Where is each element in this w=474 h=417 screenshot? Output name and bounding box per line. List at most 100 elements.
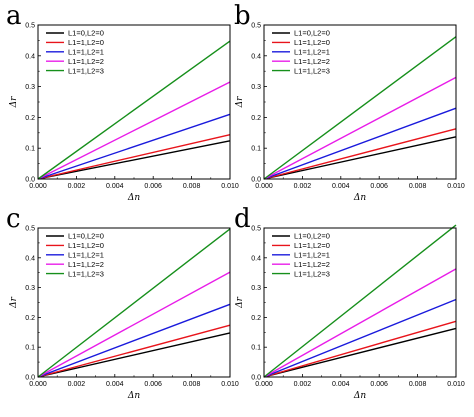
legend-entry: L1=0,L2=0 — [68, 29, 104, 38]
series-line-L1=1,L2=0 — [263, 128, 457, 180]
series-line-L1=1,L2=1 — [37, 113, 231, 180]
y-tick-label: 0.0 — [25, 177, 35, 184]
legend-entry: L1=1,L2=3 — [294, 66, 330, 75]
y-tick-label: 0.2 — [251, 315, 261, 322]
x-tick-label: 0.000 — [29, 183, 47, 190]
x-axis-label: Δn — [127, 391, 140, 401]
series-line-L1=1,L2=3 — [263, 36, 457, 180]
series-line-L1=1,L2=2 — [37, 81, 231, 180]
series-line-L1=1,L2=3 — [37, 228, 231, 378]
panel-letter: d — [234, 204, 251, 234]
y-tick-label: 0.3 — [251, 285, 261, 292]
y-tick-label: 0.0 — [251, 177, 261, 184]
legend-entry: L1=1,L2=3 — [68, 66, 104, 75]
legend-entry: L1=0,L2=0 — [294, 232, 330, 241]
x-tick-label: 0.006 — [144, 381, 162, 388]
plot-frame — [37, 24, 231, 180]
y-tick-label: 0.5 — [25, 23, 35, 30]
y-axis-label: Δr — [235, 296, 245, 308]
series-line-L1=0,L2=0 — [263, 136, 457, 180]
legend-entry: L1=1,L2=2 — [294, 260, 330, 269]
series-line-L1=0,L2=0 — [37, 332, 231, 378]
x-tick-label: 0.002 — [294, 183, 312, 190]
panel-letter: b — [234, 1, 251, 31]
chart-panel-b: b 0.000 0.002 0.004 0.006 0.008 0.010 0.0 0.1 0.2… — [234, 1, 465, 203]
y-axis-label: Δr — [9, 96, 19, 108]
series-line-L1=1,L2=3 — [263, 224, 457, 378]
panel-letter: c — [6, 204, 21, 234]
x-tick-label: 0.004 — [106, 183, 124, 190]
legend-entry: L1=0,L2=0 — [294, 29, 330, 38]
x-axis-label: Δn — [353, 193, 366, 203]
legend-entry: L1=1,L2=1 — [68, 251, 104, 260]
legend-entry: L1=0,L2=0 — [68, 232, 104, 241]
legend-entry: L1=1,L2=2 — [68, 57, 104, 66]
x-tick-label: 0.000 — [29, 381, 47, 388]
y-tick-label: 0.4 — [25, 255, 35, 262]
y-tick-label: 0.3 — [25, 285, 35, 292]
y-tick-label: 0.3 — [251, 84, 261, 91]
series-line-L1=1,L2=1 — [263, 298, 457, 378]
legend-entry: L1=1,L2=0 — [294, 241, 330, 250]
legend-entry: L1=1,L2=1 — [294, 251, 330, 260]
y-tick-label: 0.4 — [251, 255, 261, 262]
x-tick-label: 0.010 — [447, 183, 465, 190]
x-tick-label: 0.008 — [409, 183, 427, 190]
y-axis-label: Δr — [235, 96, 245, 108]
y-axis-label: Δr — [9, 296, 19, 308]
x-axis-label: Δn — [127, 193, 140, 203]
x-tick-label: 0.002 — [68, 381, 86, 388]
legend-entry: L1=1,L2=2 — [294, 57, 330, 66]
series-line-L1=1,L2=0 — [37, 324, 231, 378]
y-tick-label: 0.0 — [25, 375, 35, 382]
y-tick-label: 0.5 — [251, 23, 261, 30]
y-tick-label: 0.2 — [25, 115, 35, 122]
series-line-L1=1,L2=1 — [37, 303, 231, 378]
y-tick-label: 0.0 — [251, 375, 261, 382]
x-tick-label: 0.002 — [68, 183, 86, 190]
x-tick-label: 0.010 — [447, 381, 465, 388]
x-tick-label: 0.006 — [370, 381, 388, 388]
x-tick-label: 0.000 — [255, 381, 273, 388]
x-tick-label: 0.004 — [332, 183, 350, 190]
series-line-L1=1,L2=2 — [263, 268, 457, 378]
x-tick-label: 0.002 — [294, 381, 312, 388]
panel-letter: a — [6, 1, 22, 31]
x-tick-label: 0.004 — [106, 381, 124, 388]
y-tick-label: 0.1 — [25, 146, 35, 153]
chart-panel-c: c 0.000 0.002 0.004 0.006 0.008 0.010 0.0 0.1 0.2… — [6, 204, 239, 401]
legend-entry: L1=1,L2=0 — [68, 38, 104, 47]
series-line-L1=1,L2=2 — [263, 76, 457, 180]
series-line-L1=1,L2=3 — [37, 40, 231, 180]
series-line-L1=0,L2=0 — [37, 140, 231, 180]
y-tick-label: 0.4 — [251, 53, 261, 60]
series-line-L1=0,L2=0 — [263, 327, 457, 378]
x-tick-label: 0.008 — [183, 183, 201, 190]
legend-entry: L1=1,L2=0 — [68, 241, 104, 250]
plot-frame — [263, 24, 457, 180]
x-tick-label: 0.006 — [370, 183, 388, 190]
x-axis-label: Δn — [353, 391, 366, 401]
y-tick-label: 0.5 — [25, 226, 35, 233]
x-tick-label: 0.008 — [409, 381, 427, 388]
series-line-L1=1,L2=0 — [37, 133, 231, 180]
legend-entry: L1=1,L2=1 — [294, 48, 330, 57]
x-tick-label: 0.010 — [221, 183, 239, 190]
legend-entry: L1=1,L2=2 — [68, 260, 104, 269]
x-tick-label: 0.004 — [332, 381, 350, 388]
y-tick-label: 0.2 — [251, 115, 261, 122]
legend-entry: L1=1,L2=0 — [294, 38, 330, 47]
legend-entry: L1=1,L2=3 — [294, 269, 330, 278]
chart-panel-d: d 0.000 0.002 0.004 0.006 0.008 0.010 0.0 0.1 0.2… — [234, 204, 465, 401]
y-tick-label: 0.4 — [25, 53, 35, 60]
series-line-L1=1,L2=0 — [263, 320, 457, 378]
y-tick-label: 0.1 — [251, 345, 261, 352]
x-tick-label: 0.008 — [183, 381, 201, 388]
legend-entry: L1=1,L2=1 — [68, 48, 104, 57]
y-tick-label: 0.5 — [251, 226, 261, 233]
series-line-L1=1,L2=2 — [37, 271, 231, 378]
x-tick-label: 0.000 — [255, 183, 273, 190]
x-tick-label: 0.006 — [144, 183, 162, 190]
series-line-L1=1,L2=1 — [263, 107, 457, 180]
